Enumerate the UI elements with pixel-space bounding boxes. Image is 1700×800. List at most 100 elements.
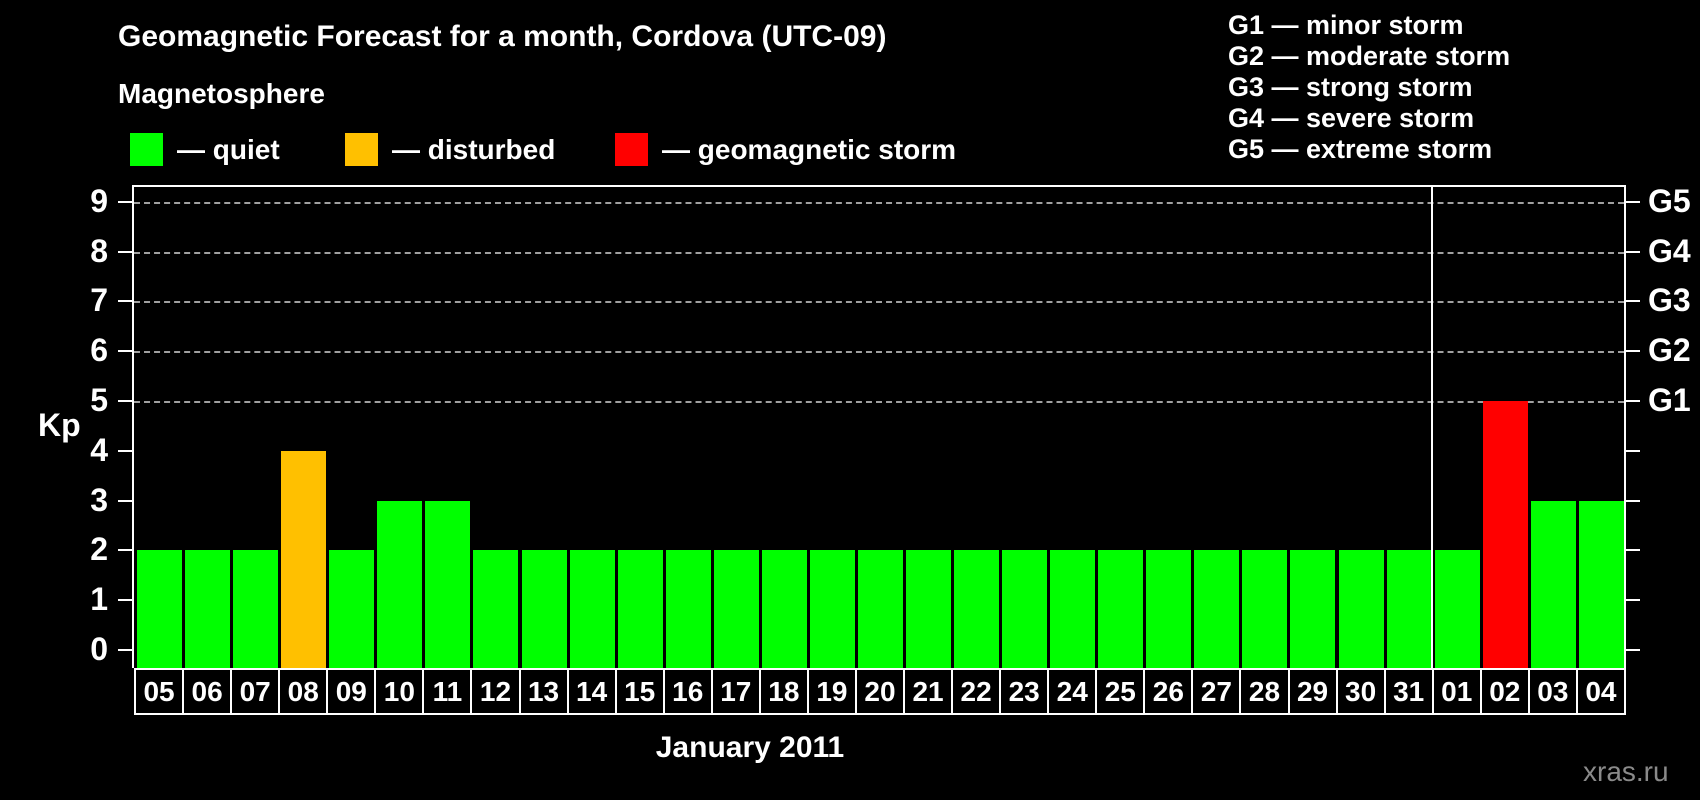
kp-bar (1434, 550, 1480, 668)
kp-bar (665, 550, 711, 668)
day-axis-row: 05 06 07 08 09 10 11 12 13 14 15 16 17 18 19 20 21 22 23 24… (134, 668, 1626, 715)
kp-bar (185, 550, 231, 668)
right-axis-tick (1626, 599, 1640, 602)
day-label: 13 (521, 670, 569, 713)
kp-bar (809, 550, 855, 668)
y-axis-title: Kp (38, 407, 81, 443)
day-label: 05 (136, 670, 185, 713)
magnetosphere-legend-title: Magnetosphere (118, 78, 325, 109)
legend-swatch-storm (615, 133, 648, 166)
g-scale-legend: G1 — minor storm G2 — moderate storm G3 — … (1228, 10, 1510, 165)
y-axis-tick (118, 649, 132, 651)
right-axis-tick (1626, 300, 1640, 303)
y-axis-tick (118, 200, 132, 203)
legend-swatch-quiet (130, 133, 163, 166)
day-label: 23 (1001, 670, 1050, 713)
kp-bar (1338, 550, 1384, 668)
day-label: 27 (1193, 670, 1242, 713)
y-axis-tick (118, 300, 132, 303)
day-label: 21 (905, 670, 954, 713)
legend-item-disturbed: — disturbed (345, 133, 555, 166)
month-label: January 2011 (655, 731, 845, 764)
gridline (134, 351, 1624, 354)
legend-label: — quiet (177, 133, 280, 165)
y-axis-label: 7 (90, 282, 108, 319)
day-label: 20 (857, 670, 905, 713)
y-axis-tick (118, 250, 132, 253)
g-scale-legend-item: G3 — strong storm (1228, 72, 1473, 102)
plot-area (132, 185, 1626, 668)
day-label: 29 (1290, 670, 1338, 713)
g-level-label: G1 (1648, 382, 1691, 418)
legend-item-quiet: — quiet (130, 133, 280, 166)
g-level-label: G5 (1648, 182, 1691, 219)
kp-bar (1290, 550, 1336, 668)
kp-bar (1146, 550, 1192, 668)
kp-bar (1194, 550, 1240, 668)
watermark: xras.ru (1583, 756, 1669, 787)
day-label: 07 (232, 670, 281, 713)
right-axis-tick (1626, 649, 1640, 651)
y-axis-label: 2 (90, 531, 108, 568)
kp-bar (569, 550, 615, 668)
kp-bar (377, 500, 423, 668)
right-axis-tick (1626, 350, 1640, 353)
kp-bar (1578, 500, 1624, 668)
day-label: 14 (569, 670, 617, 713)
kp-bar (1386, 550, 1432, 668)
y-axis-label: 8 (90, 232, 108, 269)
kp-bar (954, 550, 999, 668)
right-axis-tick (1626, 250, 1640, 253)
y-axis-tick (118, 400, 132, 402)
g-scale-legend-item: G1 — minor storm (1228, 10, 1464, 40)
g-level-label: G3 (1648, 282, 1691, 319)
kp-bar (137, 550, 182, 668)
y-axis-label: 0 (90, 631, 108, 667)
legend-label: — disturbed (392, 133, 556, 165)
y-axis-tick (118, 350, 132, 353)
kp-bar (617, 550, 663, 668)
day-label: 02 (1482, 670, 1530, 713)
kp-bar (281, 450, 327, 668)
right-axis-tick (1626, 549, 1640, 552)
kp-bar (233, 550, 279, 668)
day-label: 18 (761, 670, 809, 713)
legend-label: — geomagnetic storm (662, 133, 957, 165)
gridline (134, 401, 1624, 403)
kp-bar (1242, 550, 1288, 668)
legend-item-storm: — geomagnetic storm (615, 133, 956, 166)
kp-bar (761, 550, 807, 668)
day-label: 26 (1145, 670, 1194, 713)
kp-bar (1002, 550, 1048, 668)
day-label: 31 (1386, 670, 1434, 713)
month-separator-line (1430, 187, 1433, 668)
right-axis-tick (1626, 449, 1640, 452)
kp-bar (1482, 401, 1528, 668)
right-axis-tick (1626, 499, 1640, 502)
y-axis-label: 9 (90, 182, 108, 219)
g-scale-legend-item: G4 — severe storm (1228, 103, 1475, 133)
day-label: 06 (184, 670, 233, 713)
day-label: 08 (280, 670, 329, 713)
day-label: 25 (1097, 670, 1146, 713)
kp-bar (857, 550, 903, 668)
right-axis-tick (1626, 400, 1640, 402)
day-label: 12 (472, 670, 521, 713)
kp-bar (1098, 550, 1144, 668)
day-label: 15 (617, 670, 665, 713)
day-label: 10 (376, 670, 425, 713)
day-label: 09 (328, 670, 377, 713)
day-label: 11 (424, 670, 473, 713)
y-axis-label: 3 (90, 481, 108, 518)
kp-bar (1530, 500, 1576, 668)
day-label: 04 (1585, 675, 1617, 707)
day-label: 16 (665, 670, 713, 713)
gridline (134, 251, 1624, 254)
y-axis-tick (118, 599, 132, 602)
day-label: 28 (1241, 670, 1290, 713)
day-label: 19 (809, 670, 857, 713)
g-scale-legend-item: G2 — moderate storm (1228, 41, 1511, 71)
gridline (134, 301, 1624, 304)
right-axis-tick (1626, 200, 1640, 203)
y-axis-tick (118, 549, 132, 552)
